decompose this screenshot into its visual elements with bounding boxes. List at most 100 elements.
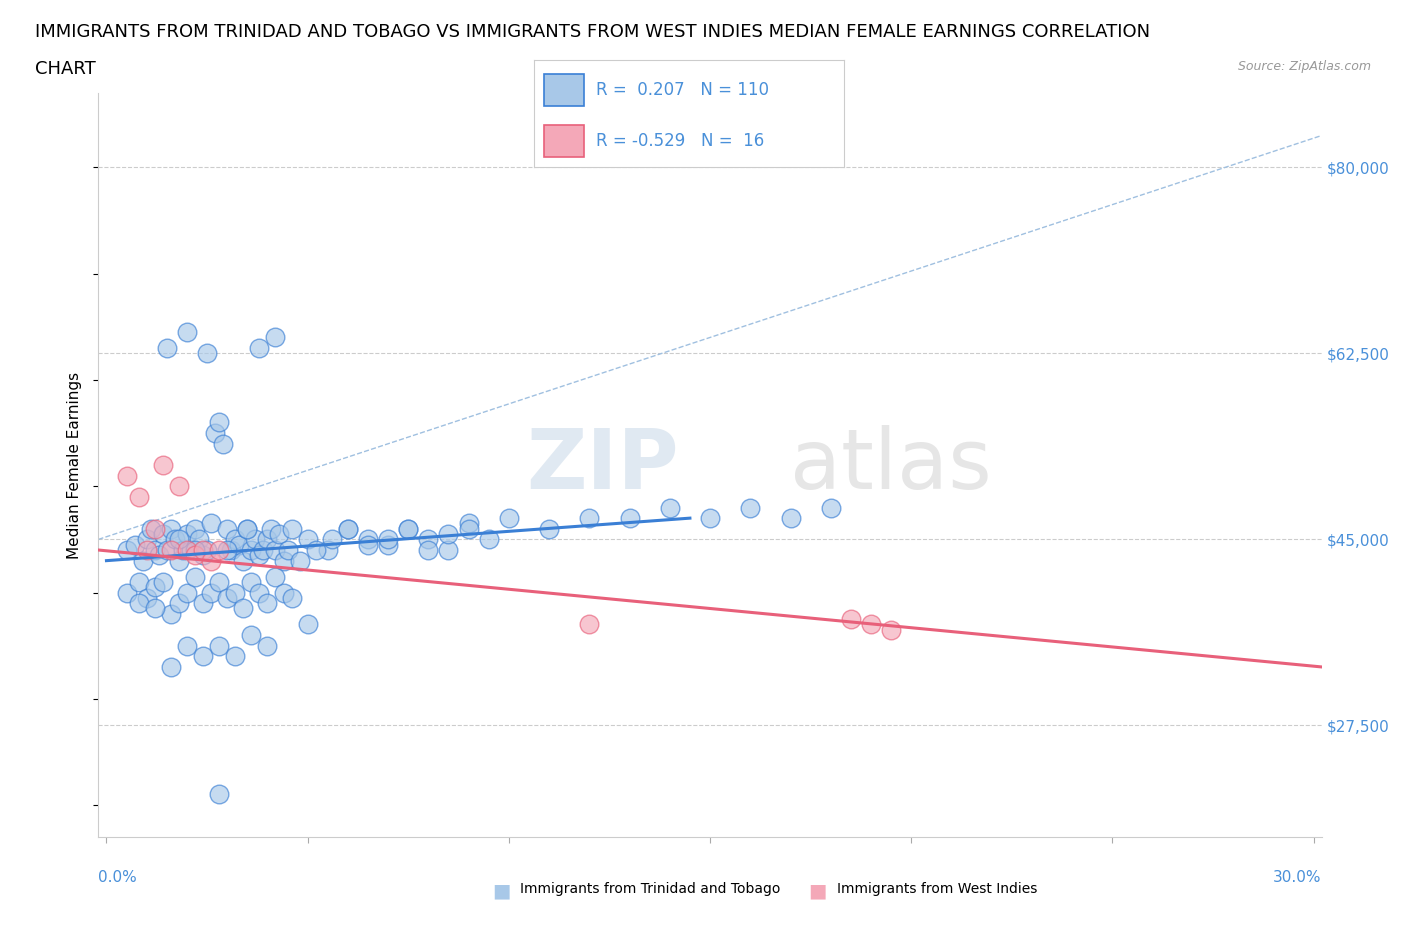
Point <box>204 426 226 441</box>
Point <box>357 538 380 552</box>
Point <box>156 542 179 557</box>
Point <box>176 638 198 653</box>
Point <box>208 787 231 802</box>
Point <box>152 458 174 472</box>
Point <box>156 340 179 355</box>
Point <box>839 612 862 627</box>
Point <box>245 532 267 547</box>
Point <box>160 606 183 621</box>
Point <box>396 522 419 537</box>
Point <box>264 569 287 584</box>
Point <box>232 553 254 568</box>
Point <box>208 638 231 653</box>
Point <box>658 500 681 515</box>
Point <box>240 542 263 557</box>
Text: 0.0%: 0.0% <box>98 870 138 884</box>
Point <box>188 532 211 547</box>
Point <box>191 548 214 563</box>
Point <box>184 569 207 584</box>
Point <box>578 511 600 525</box>
Point <box>167 479 190 494</box>
Point <box>256 532 278 547</box>
Point <box>228 538 250 552</box>
Point <box>152 575 174 590</box>
Point <box>208 542 231 557</box>
Y-axis label: Median Female Earnings: Median Female Earnings <box>67 371 83 559</box>
Point <box>256 596 278 611</box>
Point <box>236 522 259 537</box>
Point <box>135 591 157 605</box>
Text: Source: ZipAtlas.com: Source: ZipAtlas.com <box>1237 60 1371 73</box>
Point <box>377 538 399 552</box>
Text: Immigrants from Trinidad and Tobago: Immigrants from Trinidad and Tobago <box>520 882 780 896</box>
Point <box>212 436 235 451</box>
Point <box>176 526 198 541</box>
Point <box>498 511 520 525</box>
Point <box>305 542 328 557</box>
Point <box>131 553 153 568</box>
Point <box>200 516 222 531</box>
Point <box>224 649 246 664</box>
Point <box>184 548 207 563</box>
Point <box>200 553 222 568</box>
Point <box>224 585 246 600</box>
Point <box>619 511 641 525</box>
Point <box>163 532 186 547</box>
Point <box>457 522 479 537</box>
Point <box>191 596 214 611</box>
Point <box>336 522 359 537</box>
Point <box>578 617 600 631</box>
Point <box>224 532 246 547</box>
Point <box>273 585 295 600</box>
Point <box>247 585 270 600</box>
Point <box>160 522 183 537</box>
Point <box>160 542 183 557</box>
Point <box>195 542 218 557</box>
Point <box>208 415 231 430</box>
Text: ZIP: ZIP <box>526 424 679 506</box>
Point <box>280 591 302 605</box>
Point <box>143 601 166 616</box>
Point <box>247 548 270 563</box>
Point <box>264 330 287 345</box>
Point <box>176 585 198 600</box>
Point <box>269 526 291 541</box>
Point <box>240 628 263 643</box>
Point <box>288 553 311 568</box>
Point <box>699 511 721 525</box>
Point <box>236 522 259 537</box>
Point <box>176 542 198 557</box>
Point <box>167 532 190 547</box>
Point <box>167 553 190 568</box>
Point <box>219 542 242 557</box>
Point <box>256 638 278 653</box>
Point <box>273 553 295 568</box>
Point <box>859 617 882 631</box>
Point <box>152 526 174 541</box>
Point <box>184 522 207 537</box>
Point <box>143 579 166 594</box>
Point <box>135 532 157 547</box>
Point <box>135 542 157 557</box>
Point <box>172 542 194 557</box>
Point <box>252 542 274 557</box>
Point <box>418 532 440 547</box>
Point <box>260 522 283 537</box>
Point <box>779 511 801 525</box>
Point <box>297 532 319 547</box>
Point <box>232 601 254 616</box>
Point <box>280 522 302 537</box>
Text: atlas: atlas <box>790 424 991 506</box>
Point <box>191 649 214 664</box>
Point <box>128 575 150 590</box>
Point <box>139 522 162 537</box>
Point <box>820 500 842 515</box>
Point <box>316 542 339 557</box>
Text: CHART: CHART <box>35 60 96 78</box>
Point <box>264 542 287 557</box>
Point <box>115 468 138 483</box>
Point <box>217 542 239 557</box>
Point <box>336 522 359 537</box>
FancyBboxPatch shape <box>544 125 583 157</box>
Point <box>437 526 460 541</box>
